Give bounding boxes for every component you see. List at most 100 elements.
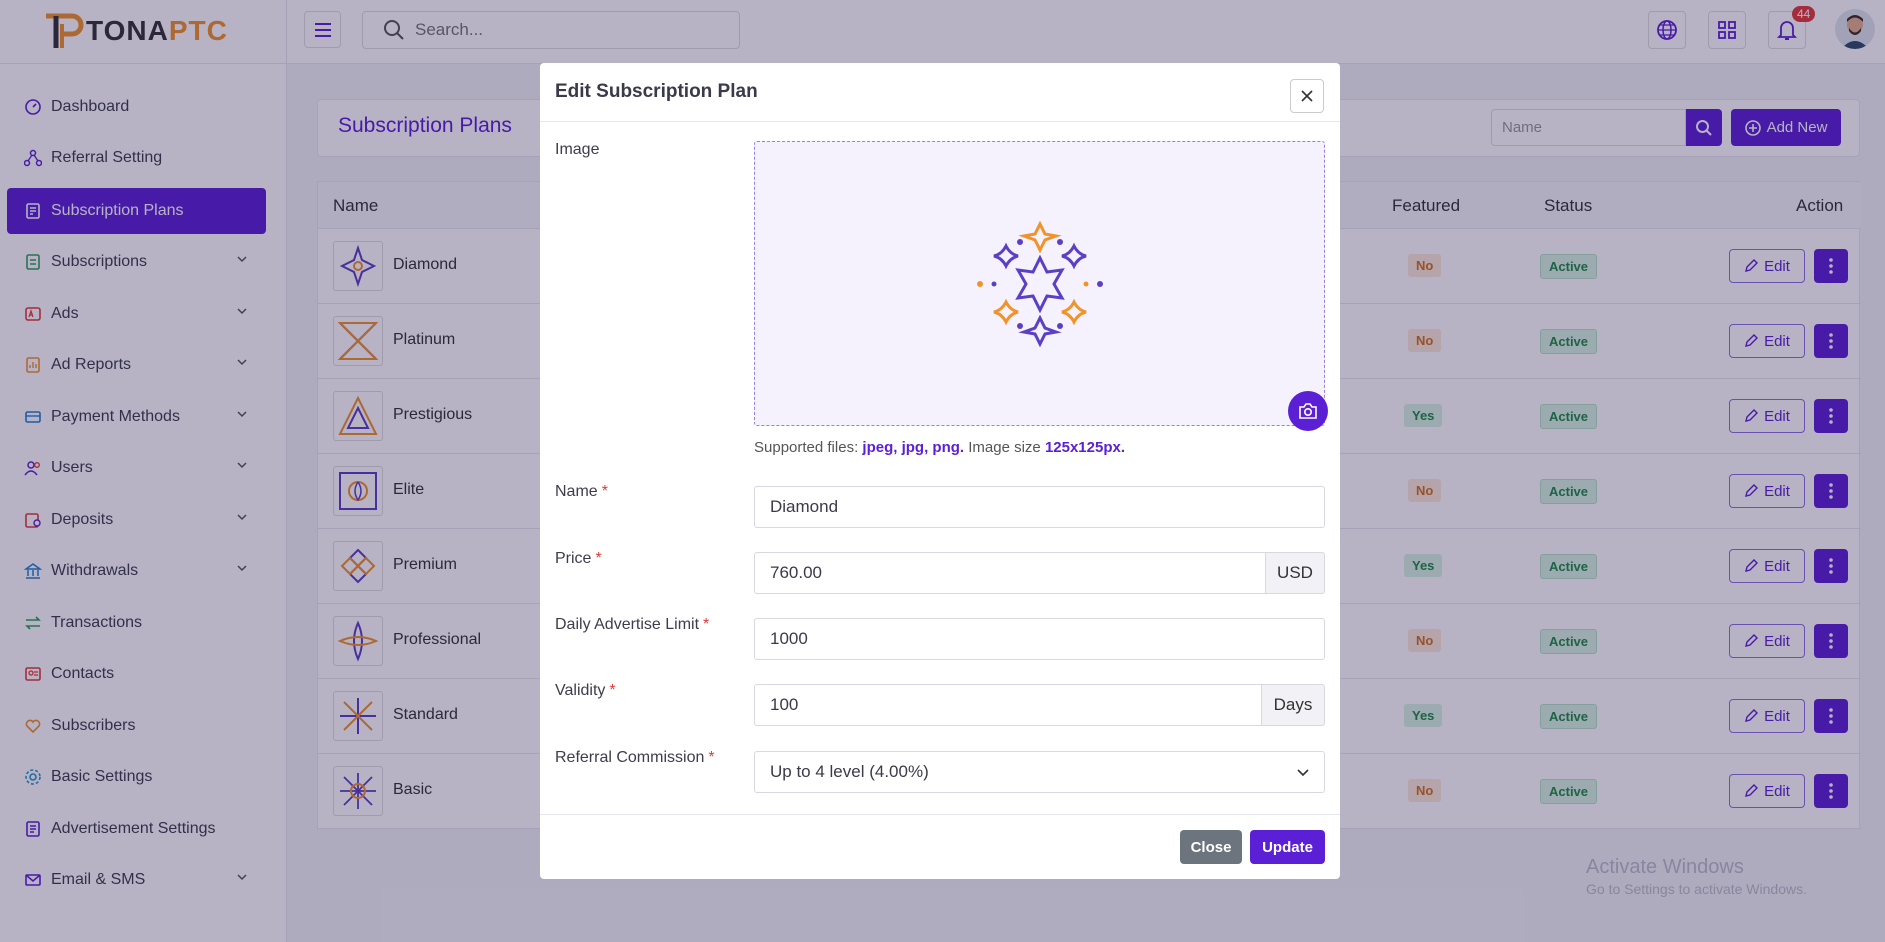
edit-button[interactable]: Edit bbox=[1729, 399, 1805, 433]
commission-label-text: Referral Commission bbox=[555, 749, 705, 766]
status-badge: Active bbox=[1540, 704, 1598, 729]
ad-icon bbox=[23, 304, 43, 324]
sidebar-item-transactions[interactable]: Transactions bbox=[7, 600, 266, 646]
more-options-button[interactable] bbox=[1814, 324, 1848, 358]
sidebar-item-deposits[interactable]: Deposits bbox=[7, 497, 266, 543]
col-featured: Featured bbox=[1392, 196, 1461, 215]
sidebar-item-ad-reports[interactable]: Ad Reports bbox=[7, 342, 266, 388]
update-button[interactable]: Update bbox=[1250, 830, 1325, 864]
sidebar-item-payment-methods[interactable]: Payment Methods bbox=[7, 394, 266, 440]
more-options-button[interactable] bbox=[1814, 699, 1848, 733]
edit-button[interactable]: Edit bbox=[1729, 699, 1805, 733]
dashboard-icon bbox=[23, 97, 43, 117]
sidebar-item-referral-setting[interactable]: Referral Setting bbox=[7, 135, 266, 181]
sidebar-item-withdrawals[interactable]: Withdrawals bbox=[7, 548, 266, 594]
search-input[interactable] bbox=[415, 20, 715, 40]
heart-icon bbox=[23, 716, 43, 736]
sidebar-item-advertisement-settings[interactable]: Advertisement Settings bbox=[7, 806, 266, 852]
name-filter-input[interactable]: Name bbox=[1491, 109, 1686, 146]
more-options-button[interactable] bbox=[1814, 249, 1848, 283]
edit-label: Edit bbox=[1764, 632, 1790, 650]
upload-image-button[interactable] bbox=[1288, 391, 1328, 431]
status-badge: Active bbox=[1540, 254, 1598, 279]
sidebar-item-email-sms[interactable]: Email & SMS bbox=[7, 857, 266, 903]
sidebar-item-contacts[interactable]: Contacts bbox=[7, 651, 266, 697]
daily-limit-input[interactable]: 1000 bbox=[754, 618, 1325, 660]
add-new-button[interactable]: Add New bbox=[1731, 109, 1841, 146]
sidebar-item-label: Dashboard bbox=[51, 98, 130, 115]
edit-button[interactable]: Edit bbox=[1729, 624, 1805, 658]
required-mark: * bbox=[609, 682, 616, 699]
more-options-button[interactable] bbox=[1814, 474, 1848, 508]
edit-button[interactable]: Edit bbox=[1729, 324, 1805, 358]
watermark-line1: Activate Windows bbox=[1586, 856, 1744, 878]
search-icon bbox=[1696, 119, 1712, 136]
name-input[interactable]: Diamond bbox=[754, 486, 1325, 528]
sidebar-item-label: Deposits bbox=[51, 511, 114, 528]
mail-icon bbox=[23, 870, 43, 890]
edit-icon bbox=[1745, 784, 1759, 797]
apps-button[interactable] bbox=[1708, 11, 1746, 49]
plan-image-preview bbox=[977, 220, 1103, 348]
close-icon bbox=[1301, 90, 1313, 102]
sidebar-item-ads[interactable]: Ads bbox=[7, 291, 266, 337]
filter-search-button[interactable] bbox=[1686, 109, 1722, 146]
plan-image bbox=[333, 316, 383, 366]
price-input[interactable]: 760.00 bbox=[754, 552, 1266, 594]
gear-icon bbox=[23, 767, 43, 787]
kebab-icon bbox=[1829, 258, 1833, 274]
edit-icon bbox=[1745, 409, 1759, 422]
plan-image bbox=[333, 391, 383, 441]
kebab-icon bbox=[1829, 783, 1833, 799]
plan-name: Standard bbox=[393, 706, 458, 723]
chevron-down-icon bbox=[237, 874, 247, 881]
sidebar-item-dashboard[interactable]: Dashboard bbox=[7, 84, 266, 130]
status-badge: Active bbox=[1540, 479, 1598, 504]
more-options-button[interactable] bbox=[1814, 624, 1848, 658]
sidebar-divider bbox=[286, 0, 287, 942]
sidebar-item-subscriptions[interactable]: Subscriptions bbox=[7, 239, 266, 285]
plan-image bbox=[333, 766, 383, 816]
image-upload-area[interactable] bbox=[754, 141, 1325, 426]
language-button[interactable] bbox=[1648, 11, 1686, 49]
validity-unit-addon: Days bbox=[1261, 684, 1325, 726]
plan-name: Elite bbox=[393, 481, 425, 498]
modal-close-button[interactable] bbox=[1290, 79, 1324, 113]
brand-logo[interactable]: TONAPTC bbox=[42, 10, 228, 52]
edit-icon bbox=[1745, 559, 1759, 572]
edit-button[interactable]: Edit bbox=[1729, 474, 1805, 508]
sidebar-item-users[interactable]: Users bbox=[7, 445, 266, 491]
more-options-button[interactable] bbox=[1814, 774, 1848, 808]
more-options-button[interactable] bbox=[1814, 399, 1848, 433]
sidebar-item-label: Payment Methods bbox=[51, 408, 180, 425]
edit-icon bbox=[1745, 334, 1759, 347]
plan-image bbox=[333, 466, 383, 516]
table-row: Basic No Active Edit bbox=[318, 754, 1861, 829]
menu-toggle-button[interactable] bbox=[304, 11, 341, 48]
more-options-button[interactable] bbox=[1814, 549, 1848, 583]
edit-button[interactable]: Edit bbox=[1729, 549, 1805, 583]
sidebar-item-subscribers[interactable]: Subscribers bbox=[7, 703, 266, 749]
sidebar-item-label: Withdrawals bbox=[51, 562, 139, 579]
chevron-down-icon bbox=[237, 359, 247, 366]
close-button[interactable]: Close bbox=[1180, 830, 1242, 864]
add-new-label: Add New bbox=[1766, 119, 1828, 136]
required-mark: * bbox=[601, 483, 608, 500]
validity-input[interactable]: 100 bbox=[754, 684, 1262, 726]
grid-icon bbox=[1718, 21, 1736, 39]
plan-image bbox=[333, 541, 383, 591]
transfer-icon bbox=[23, 613, 43, 633]
edit-plan-modal: Edit Subscription Plan Image bbox=[540, 63, 1340, 879]
sidebar-item-basic-settings[interactable]: Basic Settings bbox=[7, 754, 266, 800]
status-badge: Active bbox=[1540, 554, 1598, 579]
settings-list-icon bbox=[23, 819, 43, 839]
col-action: Action bbox=[1796, 196, 1844, 215]
validity-label: Validity * bbox=[555, 682, 616, 700]
edit-button[interactable]: Edit bbox=[1729, 249, 1805, 283]
col-name: Name bbox=[333, 196, 379, 215]
referral-commission-select[interactable]: Up to 4 level (4.00%) bbox=[754, 751, 1325, 793]
avatar-image bbox=[1841, 15, 1869, 49]
sidebar-item-subscription-plans[interactable]: Subscription Plans bbox=[7, 188, 266, 234]
edit-button[interactable]: Edit bbox=[1729, 774, 1805, 808]
user-avatar[interactable] bbox=[1835, 9, 1875, 49]
